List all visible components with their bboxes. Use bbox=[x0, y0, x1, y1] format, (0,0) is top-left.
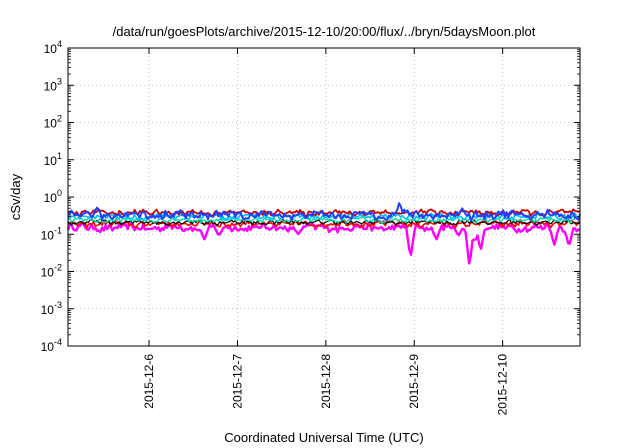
series-line bbox=[66, 221, 581, 265]
x-axis-label: Coordinated Universal Time (UTC) bbox=[224, 430, 423, 445]
series-line bbox=[67, 202, 581, 222]
y-tick-label: 103 bbox=[44, 76, 62, 93]
y-tick-label: 10-2 bbox=[41, 263, 62, 280]
y-tick-label: 10-3 bbox=[41, 300, 62, 317]
x-axis: 2015-12-6 2015-12-7 2015-12-8 2015-12-9 2015… bbox=[142, 48, 510, 415]
series-line bbox=[68, 216, 581, 225]
x-tick-label: 2015-12-9 bbox=[407, 354, 421, 409]
y-tick-label: 10-1 bbox=[41, 225, 62, 242]
x-tick-label: 2015-12-6 bbox=[142, 354, 156, 409]
grid bbox=[68, 48, 580, 346]
y-tick-label: 104 bbox=[44, 39, 62, 56]
x-tick-label: 2015-12-7 bbox=[230, 354, 244, 409]
y-tick-label: 102 bbox=[44, 114, 62, 131]
chart-title: /data/run/goesPlots/archive/2015-12-10/2… bbox=[113, 24, 536, 39]
x-tick-label: 2015-12-8 bbox=[319, 354, 333, 409]
series-layer bbox=[66, 202, 581, 265]
y-tick-label: 101 bbox=[44, 151, 62, 168]
y-tick-label: 100 bbox=[44, 188, 62, 205]
y-axis: 10-4 10-3 10-2 10-1 100 101 102 103 104 bbox=[41, 39, 580, 354]
y-tick-label: 10-4 bbox=[41, 337, 62, 354]
y-axis-label: cSv/day bbox=[8, 173, 23, 220]
x-tick-label: 2015-12-10 bbox=[496, 354, 510, 416]
